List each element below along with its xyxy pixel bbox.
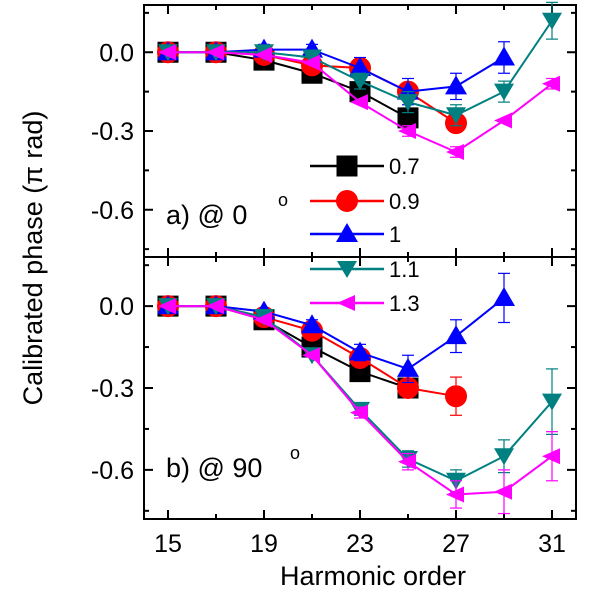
- legend-item-1: 1: [310, 222, 401, 247]
- legend-marker: [336, 155, 358, 177]
- data-point: [542, 12, 562, 30]
- data-point: [158, 44, 176, 61]
- legend-label: 1.1: [389, 257, 420, 282]
- data-point: [254, 46, 272, 63]
- series-1.3: [158, 44, 560, 160]
- series-1.3: [158, 298, 560, 515]
- data-point: [349, 341, 371, 361]
- legend-item-1.3: 1.3: [310, 291, 420, 316]
- panel-label-degree: o: [290, 443, 300, 463]
- data-point: [302, 54, 320, 71]
- legend: 0.7 0.9 1 1.1 1.3: [310, 154, 420, 316]
- y-tick-label: 0.0: [99, 39, 134, 67]
- data-point: [542, 448, 560, 465]
- data-point: [398, 123, 416, 139]
- legend-label: 0.7: [389, 154, 420, 179]
- legend-label: 0.9: [389, 189, 420, 214]
- data-point: [494, 83, 514, 101]
- panel-a: 0.0 -0.3 -0.6 a) @ 0 o: [91, 1, 577, 258]
- y-tick-label: -0.6: [91, 197, 134, 225]
- x-axis-title: Harmonic order: [280, 561, 466, 591]
- data-point: [446, 144, 464, 160]
- data-point: [397, 357, 419, 377]
- data-point: [302, 49, 322, 67]
- x-tick-label: 23: [346, 530, 374, 558]
- legend-label: 1.3: [389, 291, 420, 316]
- panel-b: 0.0 -0.3 -0.6 b) @ 90 o: [91, 256, 577, 520]
- data-point: [350, 94, 368, 111]
- data-point: [206, 298, 224, 315]
- y-tick-label: 0.0: [99, 293, 134, 321]
- y-tick-label: -0.3: [91, 118, 134, 146]
- legend-marker: [336, 223, 358, 242]
- data-point: [350, 73, 370, 91]
- legend-marker: [337, 295, 355, 311]
- data-point: [494, 483, 512, 500]
- x-tick-label: 15: [154, 530, 182, 558]
- x-tick-label: 31: [538, 530, 566, 558]
- data-point: [542, 75, 560, 92]
- data-point: [493, 46, 515, 66]
- data-point: [254, 311, 272, 328]
- y-tick-label: -0.3: [91, 375, 134, 403]
- legend-label: 1: [389, 222, 401, 247]
- data-point: [158, 298, 176, 315]
- data-point: [398, 453, 416, 470]
- legend-marker: [337, 261, 357, 278]
- data-point: [349, 57, 371, 76]
- panel-label: b) @ 90: [166, 453, 262, 483]
- panel-label: a) @ 0: [166, 200, 247, 230]
- x-tick-label: 27: [442, 530, 470, 558]
- data-point: [494, 112, 512, 129]
- x-tick-label: 19: [250, 530, 278, 558]
- data-point: [350, 404, 368, 421]
- data-point: [542, 393, 562, 411]
- series-line: [168, 51, 409, 119]
- y-tick-label: -0.6: [91, 457, 134, 485]
- legend-item-1.1: 1.1: [310, 257, 420, 282]
- data-point: [493, 286, 515, 306]
- series-0.7: [157, 295, 419, 399]
- data-point: [494, 448, 514, 466]
- legend-item-0.9: 0.9: [310, 189, 420, 214]
- panel-label-degree: o: [278, 190, 288, 210]
- data-point: [446, 486, 464, 503]
- data-point: [302, 347, 320, 364]
- data-point: [445, 325, 467, 345]
- data-point: [398, 94, 418, 112]
- y-axis-title: Calibrated phase (π rad): [18, 111, 48, 406]
- legend-item-0.7: 0.7: [310, 154, 420, 179]
- data-point: [445, 385, 467, 408]
- data-point: [301, 314, 323, 334]
- data-point: [445, 75, 467, 95]
- legend-marker: [336, 190, 358, 212]
- data-point: [206, 44, 224, 61]
- series-1: [157, 272, 515, 384]
- data-point: [446, 107, 466, 125]
